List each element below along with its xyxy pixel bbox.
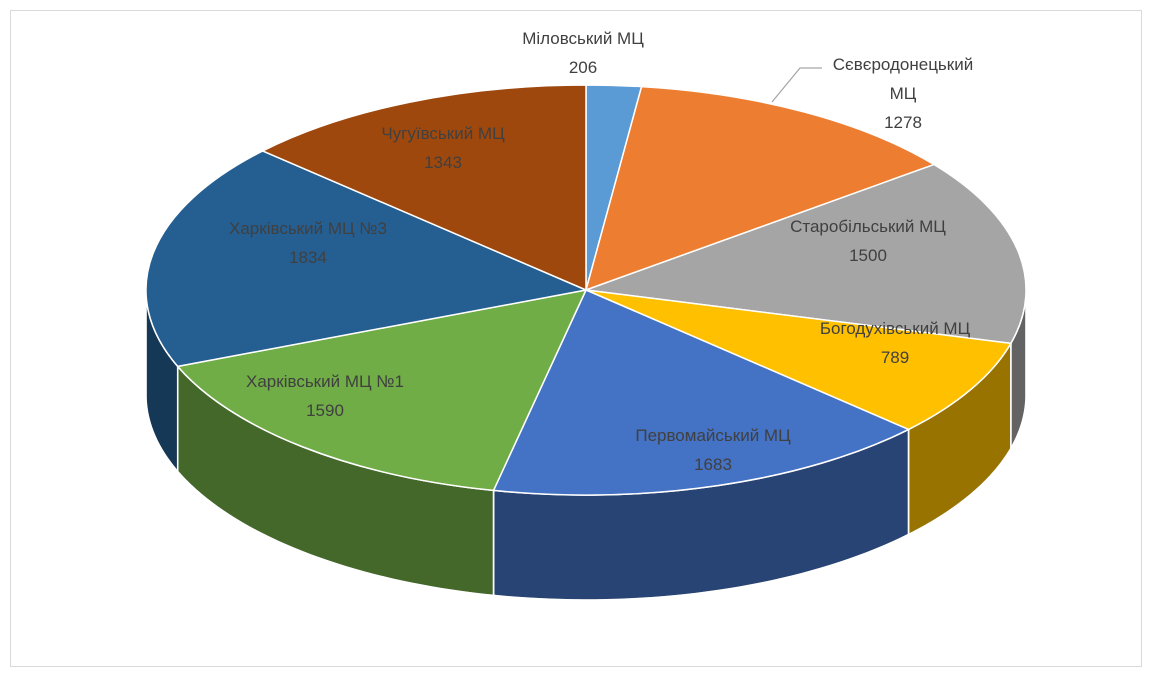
label-category: Харківський МЦ №1: [246, 372, 404, 391]
pie-slice: [584, 85, 936, 292]
data-label: Чугуївський МЦ 1343: [343, 119, 543, 177]
label-category: Старобільський МЦ: [790, 217, 946, 236]
data-label: Первомайський МЦ 1683: [593, 421, 833, 479]
data-label: Богодухівський МЦ 789: [775, 314, 1015, 372]
pie-slice: [176, 288, 588, 492]
chart-frame: [10, 10, 1142, 667]
label-value: 1683: [694, 455, 732, 474]
label-value: 1590: [306, 401, 344, 420]
data-label: Міловський МЦ 206: [483, 24, 683, 82]
pie-slice: [585, 163, 1027, 345]
label-value: 1834: [289, 248, 327, 267]
pie-slice: [145, 150, 589, 368]
label-category: Первомайський МЦ: [635, 426, 791, 445]
label-value: 1278: [884, 113, 922, 132]
label-value: 206: [568, 58, 598, 77]
pie-slice: [585, 289, 1013, 431]
label-value: 789: [880, 348, 910, 367]
label-category: Чугуївський МЦ: [381, 124, 505, 143]
label-value: 1343: [424, 153, 462, 172]
label-value: 1500: [849, 246, 887, 265]
label-category: Міловський МЦ: [522, 29, 644, 48]
label-category: Харківський МЦ №3: [229, 219, 387, 238]
pie-slice: [492, 289, 911, 496]
data-label: Харківський МЦ №3 1834: [188, 214, 428, 272]
data-label: Старобільський МЦ 1500: [748, 212, 988, 270]
data-label: Сєвєродонецький МЦ 1278: [828, 50, 978, 137]
data-label: Харківський МЦ №1 1590: [205, 367, 445, 425]
leader-line: [771, 67, 822, 103]
label-category: Сєвєродонецький МЦ: [832, 55, 974, 103]
pie-slice: [260, 84, 587, 292]
label-category: Богодухівський МЦ: [819, 319, 971, 338]
